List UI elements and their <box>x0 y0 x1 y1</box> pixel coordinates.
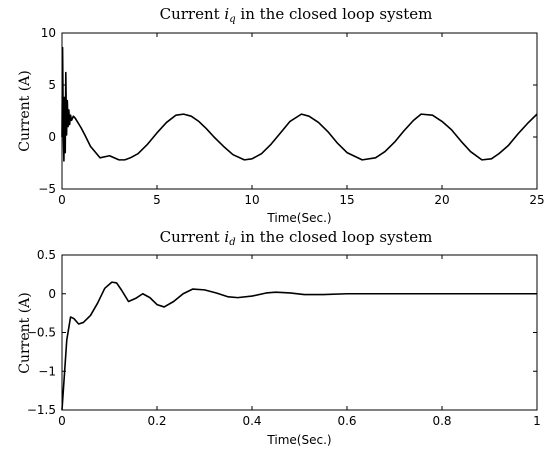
plot-iq-y-tick-label: 10 <box>41 26 56 40</box>
plot-id-x-tick-label: 0 <box>58 414 66 428</box>
plot-id-x-tick-label: 0.8 <box>432 414 451 428</box>
plot-iq-x-tick-label: 10 <box>244 193 259 207</box>
plot-iq-x-ticks: 0 5 10 15 20 25 <box>58 33 545 207</box>
plot-iq-x-tick-label: 0 <box>58 193 66 207</box>
plot-id-x-ticks: 0 0.2 0.4 0.6 0.8 1 <box>58 255 541 428</box>
plot-id-x-axis-label: Time(Sec.) <box>266 433 331 447</box>
plot-iq-series-line <box>61 46 538 162</box>
plot-iq-y-axis-label: Current (A) <box>17 70 33 152</box>
plot-id: Current id in the closed loop system 0 0.… <box>17 228 541 447</box>
plot-iq-x-tick-label: 15 <box>339 193 354 207</box>
plot-iq-x-tick-label: 25 <box>529 193 544 207</box>
plot-iq-x-axis-label: Time(Sec.) <box>266 211 331 225</box>
plot-iq-y-tick-label: −5 <box>38 182 56 196</box>
plot-id-y-tick-label: −1 <box>38 364 56 378</box>
plot-id-y-tick-label: 0 <box>48 287 56 301</box>
plot-id-series-line <box>61 281 537 411</box>
plot-id-y-tick-label: −1.5 <box>27 403 56 417</box>
plot-id-x-tick-label: 0.4 <box>242 414 261 428</box>
plot-iq-y-tick-label: 0 <box>48 130 56 144</box>
plot-id-title: Current id in the closed loop system <box>160 228 433 248</box>
plot-iq-y-ticks: −5 0 5 10 <box>38 26 537 196</box>
plot-id-x-tick-label: 1 <box>533 414 541 428</box>
plot-iq-x-tick-label: 20 <box>434 193 449 207</box>
plot-id-x-tick-label: 0.6 <box>337 414 356 428</box>
plot-id-y-axis-label: Current (A) <box>17 292 33 374</box>
plot-id-frame <box>61 254 538 411</box>
plot-iq-frame <box>61 32 538 190</box>
plot-iq-title: Current iq in the closed loop system <box>160 5 433 25</box>
plot-iq-y-tick-label: 5 <box>48 78 56 92</box>
plot-id-x-tick-label: 0.2 <box>147 414 166 428</box>
plot-id-y-ticks: −1.5 −1 −0.5 0 0.5 <box>27 248 537 417</box>
plot-id-y-tick-label: −0.5 <box>27 326 56 340</box>
plot-iq-x-tick-label: 5 <box>153 193 161 207</box>
plot-iq: Current iq in the closed loop system 0 5 1… <box>17 5 545 225</box>
plot-id-y-tick-label: 0.5 <box>37 248 56 262</box>
